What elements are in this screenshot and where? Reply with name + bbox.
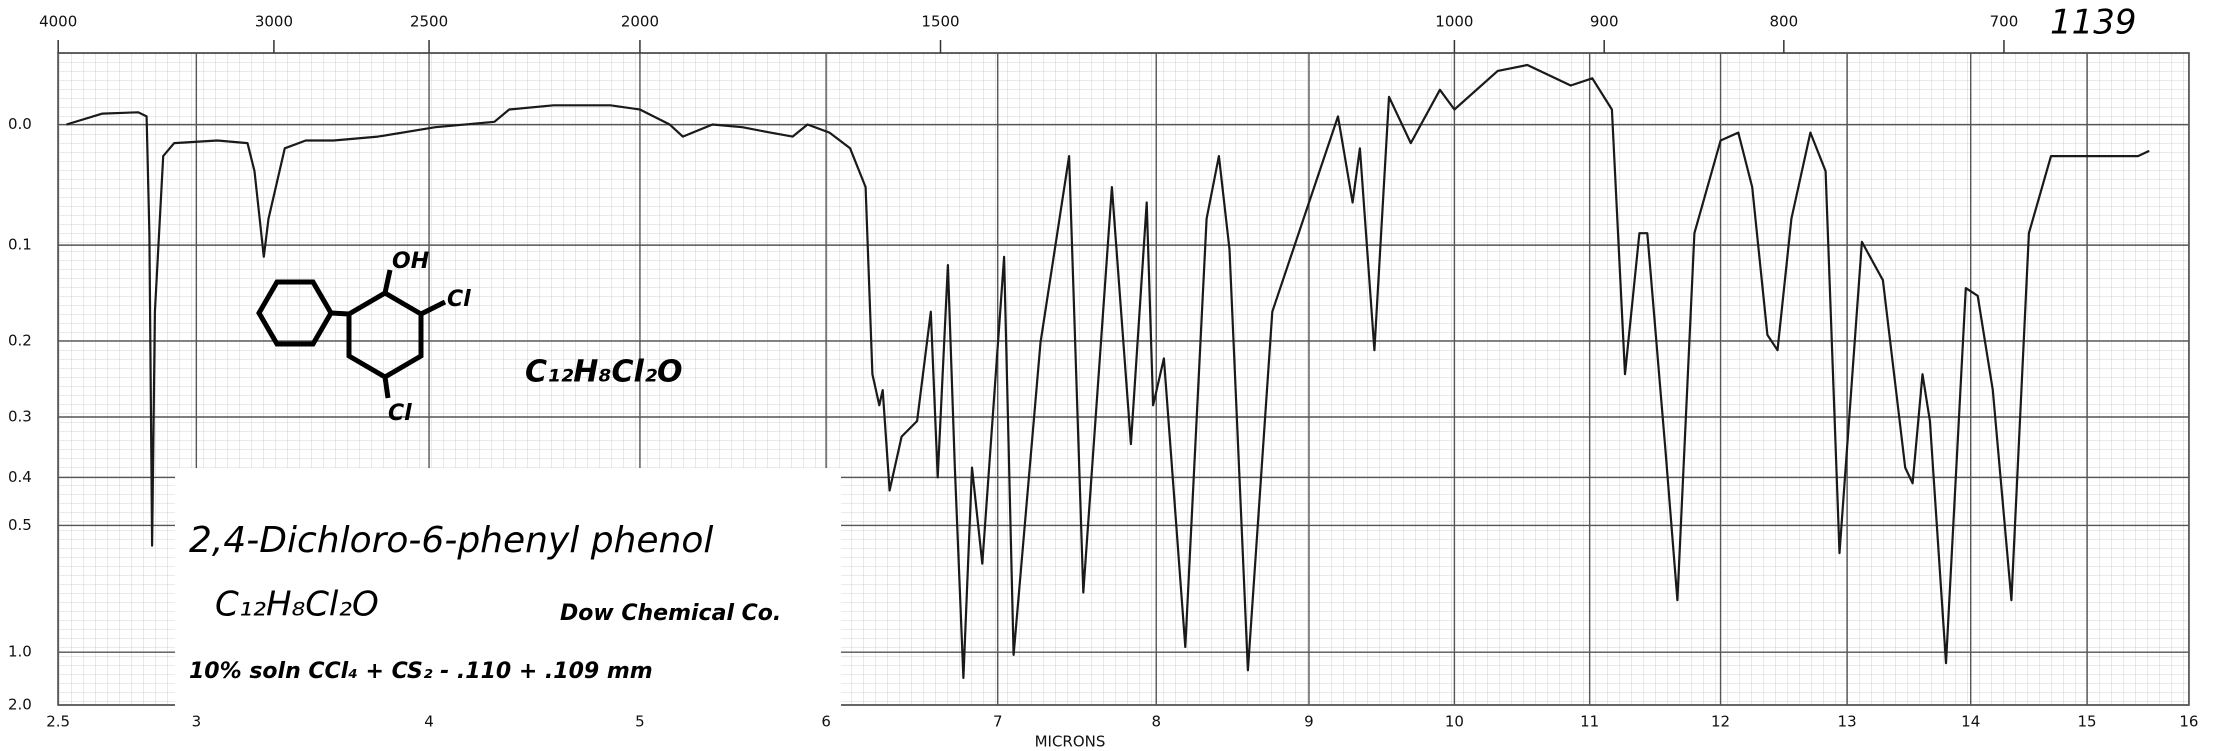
x-tick-label: 10: [1445, 713, 1464, 731]
x-axis-label: MICRONS: [1035, 733, 1106, 751]
x-tick-label: 16: [2179, 713, 2198, 731]
y-tick-label: 0.2: [8, 331, 32, 349]
y-tick-label: 1.0: [8, 643, 32, 661]
x-tick-label: 4: [424, 713, 434, 731]
marks: [66, 63, 2150, 679]
x-tick-label: 12: [1711, 713, 1730, 731]
y-tick-label: 0.1: [8, 236, 32, 254]
compound-formula: C₁₂H₈Cl₂O: [215, 585, 379, 625]
annotation: 1139: [2050, 3, 2137, 43]
x2-tick-label: 1000: [1435, 13, 1473, 31]
spectrum-line: [66, 63, 2150, 679]
structure-label: Cl: [388, 401, 412, 426]
x-tick-label: 11: [1580, 713, 1599, 731]
source: Dow Chemical Co.: [560, 601, 781, 626]
y-tick-label: 2.0: [8, 696, 32, 714]
structure-formula: C₁₂H₈Cl₂O: [525, 355, 683, 390]
x2-tick-label: 3000: [255, 13, 293, 31]
y-tick-label: 0.0: [8, 115, 32, 133]
grid: 0.0 0.1 0.2 0.3 0.4 0.5 1.0 2.0 2.5 3 4 5 6 7 8 9 10 11 12…: [8, 13, 2198, 731]
label-box: [175, 468, 841, 710]
structure-label: Cl: [447, 287, 471, 312]
overlay: OH Cl Cl C₁₂H₈Cl₂O 2,4-Dichloro-6-phenyl…: [175, 249, 841, 710]
x2-tick-label: 700: [1990, 13, 2019, 31]
x-tick-label: 13: [1838, 713, 1857, 731]
x-tick-label: 3: [192, 713, 202, 731]
x-tick-label: 7: [993, 713, 1003, 731]
structure-label: OH: [392, 249, 429, 274]
molecule: [256, 269, 447, 399]
y-tick-label: 0.5: [8, 516, 32, 534]
x2-tick-label: 1500: [921, 13, 959, 31]
y-tick-label: 0.4: [8, 468, 32, 486]
x2-tick-label: 4000: [39, 13, 77, 31]
x2-tick-label: 2500: [410, 13, 448, 31]
x2-tick-label: 900: [1590, 13, 1619, 31]
x2-tick-label: 2000: [621, 13, 659, 31]
x-tick-label: 2.5: [46, 713, 70, 731]
x-tick-label: 15: [2078, 713, 2097, 731]
x-tick-label: 9: [1304, 713, 1314, 731]
x-tick-label: 5: [635, 713, 645, 731]
x-tick-label: 8: [1151, 713, 1161, 731]
y-tick-label: 0.3: [8, 408, 32, 426]
x-tick-label: 6: [821, 713, 831, 731]
compound-name: 2,4-Dichloro-6-phenyl phenol: [189, 520, 713, 561]
x-tick-label: 14: [1961, 713, 1980, 731]
conditions: 10% soln CCl₄ + CS₂ - .110 + .109 mm: [189, 659, 653, 684]
x2-tick-label: 800: [1770, 13, 1799, 31]
